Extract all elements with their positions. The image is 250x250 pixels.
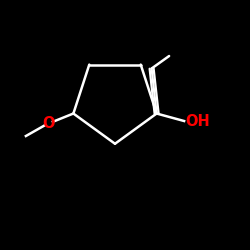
Text: O: O <box>42 116 55 131</box>
Text: OH: OH <box>185 114 210 128</box>
